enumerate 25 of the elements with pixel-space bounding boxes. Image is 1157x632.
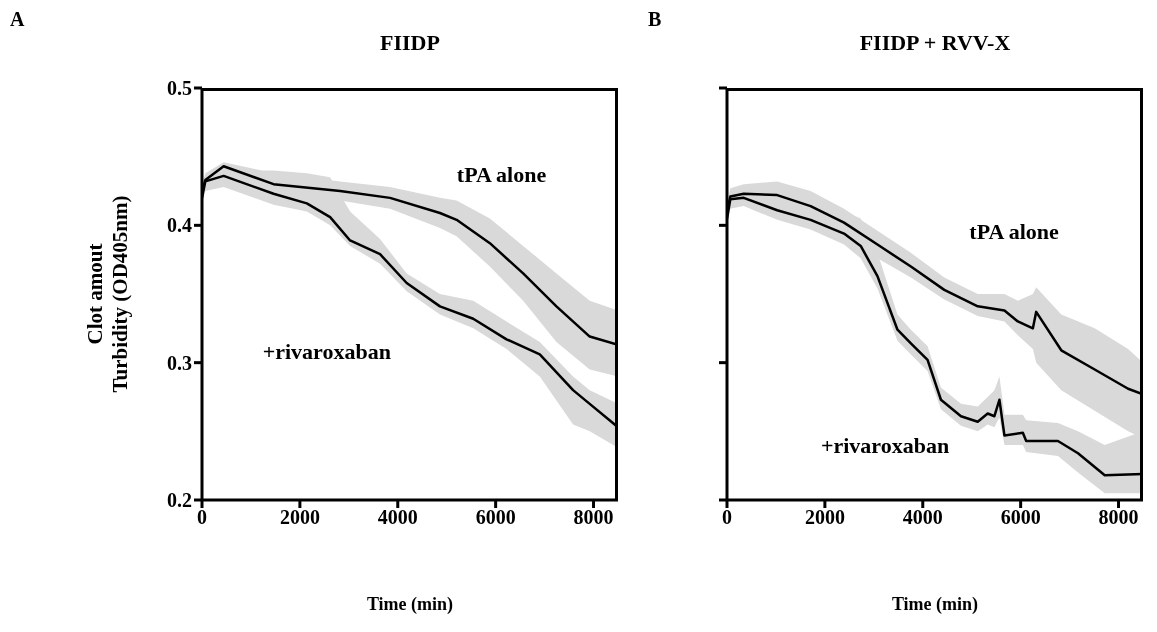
chart-title: FIIDP + RVV-X: [858, 30, 1012, 56]
y-axis-title: Clot amout Turbidity (OD405nm): [83, 194, 133, 395]
text: B: [648, 8, 662, 31]
y-tick-label: 0.5: [167, 77, 192, 100]
x-tick-label: 0: [197, 506, 207, 529]
y-tick-label: 0.2: [167, 489, 192, 512]
x-axis-title: Time (min): [890, 594, 980, 615]
x-tick-label: 6000: [1000, 506, 1041, 529]
x-tick-label: 8000: [573, 506, 614, 529]
text: tPA alone: [969, 219, 1059, 246]
y-tick-label: 0.3: [167, 351, 192, 374]
x-tick-label: 8000: [1098, 506, 1139, 529]
text: A: [10, 8, 25, 31]
x-tick-label: 6000: [475, 506, 516, 529]
x-tick-label: 0: [722, 506, 732, 529]
series-label: tPA alone: [456, 161, 547, 188]
text: +rivaroxaban: [262, 338, 391, 365]
x-axis-title: Time (min): [365, 594, 455, 615]
x-tick-label: 4000: [377, 506, 418, 529]
y-tick-label: 0.4: [167, 214, 192, 237]
x-tick-label: 2000: [804, 506, 845, 529]
x-tick-label: 4000: [902, 506, 943, 529]
series-label: +rivaroxaban: [820, 433, 950, 460]
chart-title: FIIDP: [379, 30, 441, 56]
x-tick-label: 2000: [279, 506, 320, 529]
